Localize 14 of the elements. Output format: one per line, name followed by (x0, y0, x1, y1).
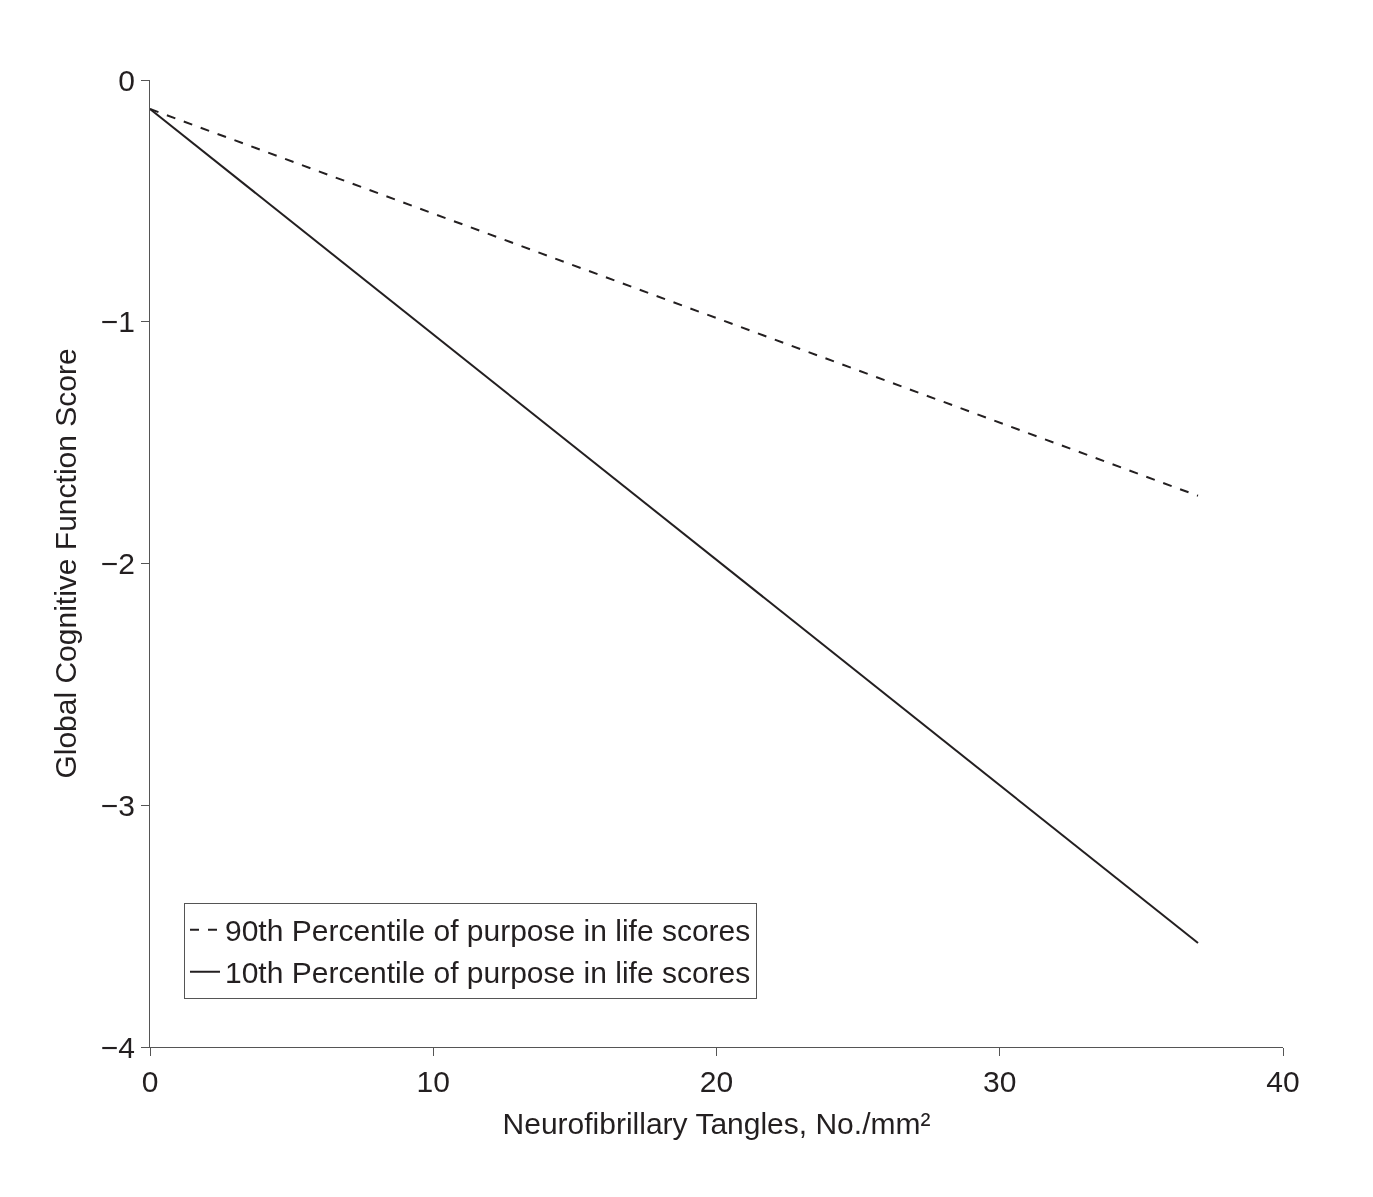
x-tick-label: 30 (983, 1065, 1017, 1098)
x-tick-label: 20 (699, 1065, 734, 1098)
y-tick-label: −3 (100, 788, 135, 822)
y-tick-label: −4 (100, 1030, 135, 1064)
x-axis-title: Neurofibrillary Tangles, No./mm² (502, 1106, 931, 1140)
y-tick-label: −2 (100, 547, 135, 580)
y-axis-title: Global Cognitive Function Score (48, 348, 82, 779)
x-tick-label: 40 (1266, 1065, 1300, 1098)
x-tick-label: 0 (141, 1065, 159, 1098)
y-tick-label: −1 (100, 305, 135, 339)
legend-label: 10th Percentile of purpose in life scores (224, 956, 751, 990)
legend-label: 90th Percentile of purpose in life scores (224, 914, 751, 948)
y-tick-label: 0 (118, 63, 135, 97)
x-tick-label: 10 (416, 1065, 450, 1098)
